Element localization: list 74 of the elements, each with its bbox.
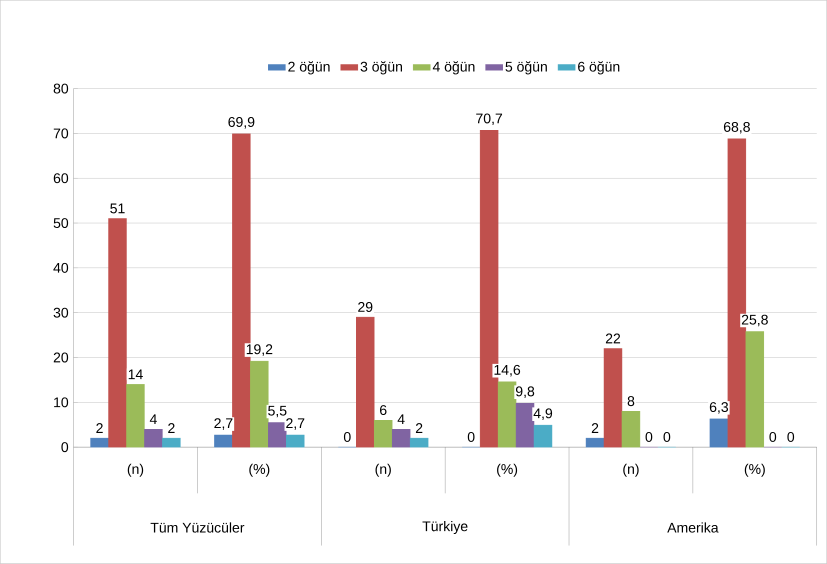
- x-tick-label: (%): [744, 464, 765, 477]
- x-tick-label: (n): [623, 464, 639, 477]
- data-label: 2: [96, 423, 103, 434]
- bar: [162, 438, 181, 448]
- bar: [214, 434, 233, 448]
- legend-label: 4 öğün: [432, 61, 474, 74]
- data-label: 0: [344, 432, 351, 442]
- data-label: 0: [664, 432, 670, 442]
- data-label: 8: [628, 396, 634, 406]
- bar: [710, 418, 728, 448]
- data-label: 51: [110, 204, 125, 214]
- data-label: 14,6: [494, 364, 520, 377]
- data-label: 2,7: [214, 418, 232, 430]
- text: Türkiye: [422, 521, 468, 534]
- y-tick-label: 20: [54, 352, 68, 363]
- bar: [746, 331, 764, 448]
- y-tick-label: 50: [54, 218, 68, 228]
- data-label: 70,7: [476, 114, 502, 126]
- x-tick-label: (n): [376, 464, 391, 477]
- bar: [604, 348, 622, 448]
- bar: [90, 438, 109, 448]
- bar: [356, 316, 374, 448]
- data-label: 0: [468, 432, 475, 442]
- text: Tüm Yüzücüler: [150, 522, 244, 533]
- bar: [410, 438, 428, 448]
- bar: [126, 384, 145, 448]
- data-label: 69,9: [228, 117, 254, 129]
- bar: [516, 403, 534, 448]
- y-tick-label: 0: [61, 442, 68, 452]
- y-tick-label: 40: [53, 262, 68, 273]
- bar: [144, 429, 163, 448]
- bar: [286, 434, 304, 448]
- data-label: 4: [398, 414, 405, 424]
- data-label: 9,8: [516, 386, 534, 398]
- x-tick-label: (%): [497, 464, 518, 477]
- bar: [622, 411, 640, 448]
- data-label: 2: [416, 423, 422, 434]
- bar: [108, 218, 127, 448]
- data-label: 22: [606, 334, 620, 344]
- data-label: 25,8: [742, 314, 768, 326]
- data-label: 29: [358, 302, 372, 312]
- legend-label: 6 öğün: [578, 61, 620, 74]
- data-label: 0: [769, 432, 776, 442]
- data-label: 14: [128, 370, 143, 380]
- data-label: 4: [150, 414, 157, 424]
- data-label: 0: [787, 432, 794, 442]
- data-label: 6,3: [710, 402, 728, 414]
- data-label: 5,5: [268, 406, 286, 418]
- x-tick-label: (n): [128, 464, 144, 477]
- bar: [586, 438, 604, 448]
- legend-label: 3 öğün: [360, 61, 402, 74]
- data-label: 2: [592, 423, 598, 434]
- y-tick-label: 60: [54, 173, 68, 184]
- data-label: 6: [380, 405, 386, 416]
- bar: [534, 425, 552, 448]
- y-tick-label: 10: [54, 397, 68, 408]
- y-tick-label: 80: [54, 84, 68, 94]
- legend-label: 5 öğün: [506, 61, 547, 74]
- bar: [268, 422, 287, 448]
- y-tick-label: 70: [54, 128, 68, 138]
- data-label: 68,8: [724, 122, 750, 134]
- bar: [250, 360, 269, 448]
- legend-label: 2 öğün: [288, 61, 330, 74]
- bar: [392, 429, 410, 448]
- bar: [374, 420, 392, 448]
- data-label: 19,2: [246, 344, 272, 356]
- data-label: 2: [168, 423, 175, 434]
- data-label: 4,9: [534, 408, 552, 420]
- text: Amerika: [667, 522, 719, 533]
- x-tick-label: (%): [249, 464, 270, 477]
- data-label: 0: [646, 432, 652, 442]
- y-tick-label: 30: [54, 308, 68, 318]
- data-label: 2,7: [286, 418, 304, 430]
- bar: [498, 382, 516, 448]
